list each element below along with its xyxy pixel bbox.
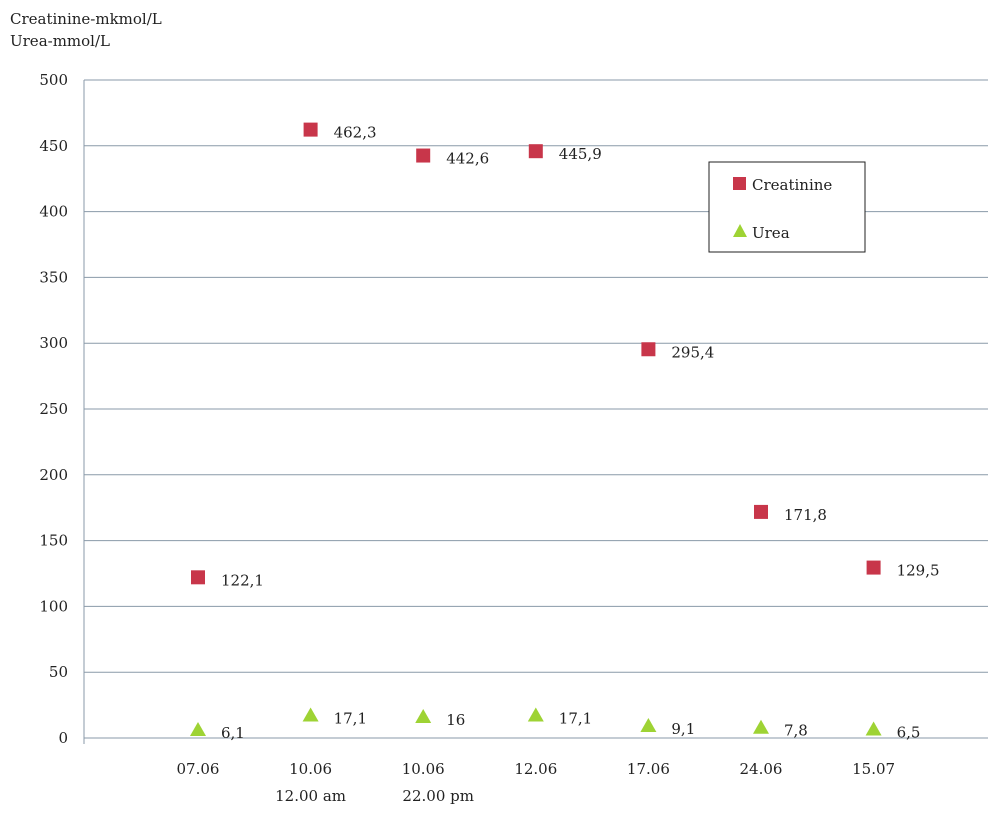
urea-point-6: [865, 721, 882, 736]
y-tick-label-100: 100: [39, 597, 68, 615]
x-tick-label-4: 17.06: [627, 760, 670, 778]
creatinine-point-4: [641, 342, 656, 357]
urea-data-label-5: 7,8: [784, 722, 808, 740]
y-axis-label-urea: Urea-mmol/L: [10, 32, 110, 50]
y-tick-label-400: 400: [39, 203, 68, 221]
x-tick-label-5: 24.06: [740, 760, 783, 778]
urea-point-3: [527, 707, 544, 722]
urea-point-5: [753, 719, 769, 734]
y-tick-label-250: 250: [39, 400, 68, 418]
y-tick-label-150: 150: [39, 532, 68, 550]
y-tick-label-350: 350: [39, 268, 68, 286]
x-tick-label-6: 15.07: [852, 760, 895, 778]
y-tick-label-50: 50: [49, 663, 68, 681]
urea-data-label-4: 9,1: [671, 720, 695, 738]
creatinine-data-label-5: 171,8: [784, 506, 827, 524]
x-tick-sublabel-1: 12.00 am: [275, 787, 346, 805]
x-tick-sublabel-2: 22.00 pm: [402, 787, 474, 805]
x-tick-label-3: 12.06: [514, 760, 557, 778]
y-tick-label-0: 0: [58, 729, 68, 747]
creatinine-point-6: [866, 560, 881, 575]
creatinine-data-label-2: 442,6: [446, 150, 489, 168]
urea-data-label-6: 6,5: [897, 723, 921, 741]
y-tick-label-500: 500: [39, 71, 68, 89]
creatinine-data-label-0: 122,1: [221, 571, 264, 589]
urea-data-label-2: 16: [446, 711, 465, 729]
x-tick-label-0: 07.06: [177, 760, 220, 778]
legend-urea-marker: [733, 224, 747, 237]
y-tick-label-200: 200: [39, 466, 68, 484]
creatinine-point-2: [416, 148, 431, 163]
urea-data-label-3: 17,1: [559, 709, 592, 727]
creatinine-point-3: [528, 144, 543, 159]
creatinine-data-label-4: 295,4: [671, 343, 714, 361]
creatinine-data-label-3: 445,9: [559, 145, 602, 163]
urea-point-4: [640, 718, 657, 733]
legend-urea-label: Urea: [752, 224, 790, 242]
creatinine-point-5: [754, 504, 768, 519]
urea-point-0: [190, 721, 206, 736]
urea-data-label-1: 17,1: [334, 709, 367, 727]
x-tick-label-2: 10.06: [402, 760, 445, 778]
creatinine-data-label-6: 129,5: [897, 562, 940, 580]
urea-point-2: [415, 708, 432, 723]
y-tick-label-450: 450: [39, 137, 68, 155]
y-axis-label-creatinine: Creatinine-mkmol/L: [10, 10, 162, 28]
creatinine-point-1: [303, 122, 318, 137]
legend-creatinine-label: Creatinine: [752, 176, 832, 194]
x-tick-label-1: 10.06: [289, 760, 332, 778]
creatinine-point-0: [191, 570, 205, 585]
creatinine-data-label-1: 462,3: [334, 124, 377, 142]
urea-point-1: [302, 707, 319, 722]
y-tick-label-300: 300: [39, 334, 68, 352]
legend-creatinine-marker: [733, 177, 746, 190]
urea-data-label-0: 6,1: [221, 724, 245, 742]
